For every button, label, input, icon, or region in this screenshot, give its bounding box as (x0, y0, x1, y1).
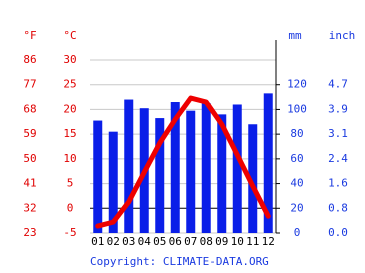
inch-unit-label: inch (329, 29, 356, 42)
x-tick-label: 09 (215, 235, 228, 248)
y-tick-label: 15 (63, 127, 76, 140)
y2-tick-label: 60 (290, 152, 303, 165)
y-tick-label-f: 68 (23, 102, 36, 115)
x-tick-label: 02 (107, 235, 120, 248)
y-tick-label: -5 (63, 226, 76, 239)
y2-tick-label-inch: 2.4 (328, 152, 348, 165)
y2-tick-label-inch: 3.9 (328, 102, 348, 115)
y2-tick-label-inch: 0.8 (328, 201, 348, 214)
x-tick-label: 06 (169, 235, 182, 248)
y-tick-label-f: 32 (23, 201, 36, 214)
mm-unit-label: mm (288, 29, 302, 42)
precipitation-bar (248, 124, 258, 233)
y2-tick-label-inch: 1.6 (328, 177, 348, 190)
y2-tick-label: 20 (290, 201, 303, 214)
y-tick-label-f: 77 (23, 78, 36, 91)
x-tick-label: 11 (246, 235, 259, 248)
precipitation-bar (170, 102, 180, 233)
y-tick-label: 10 (63, 152, 76, 165)
x-tick-label: 12 (262, 235, 275, 248)
f-unit-label: °F (23, 29, 36, 42)
x-tick-label: 10 (231, 235, 244, 248)
c-unit-label: °C (63, 29, 76, 42)
x-tick-label: 05 (153, 235, 166, 248)
y-tick-label: 30 (63, 53, 76, 66)
y-tick-label-f: 41 (23, 177, 36, 190)
precipitation-bar (217, 114, 227, 233)
y-tick-label: 20 (63, 102, 76, 115)
precipitation-bar (232, 104, 242, 233)
x-tick-label: 04 (138, 235, 152, 248)
y2-tick-label-inch: 3.1 (328, 127, 348, 140)
y-tick-label-f: 59 (23, 127, 36, 140)
y-tick-label: 5 (67, 177, 74, 190)
y-tick-label-f: 86 (23, 53, 36, 66)
y2-tick-label-inch: 4.7 (328, 78, 348, 91)
y-tick-label: 0 (67, 201, 74, 214)
y-tick-label: 25 (63, 78, 76, 91)
y2-tick-label: 80 (290, 127, 303, 140)
x-tick-label: 03 (122, 235, 135, 248)
y2-tick-label: 0 (294, 226, 301, 239)
precipitation-bar (124, 99, 134, 234)
precipitation-bar (155, 118, 165, 233)
x-tick-label: 08 (200, 235, 213, 248)
precipitation-bar (263, 93, 273, 233)
copyright: Copyright: CLIMATE-DATA.ORG (90, 255, 269, 268)
x-tick-label: 07 (184, 235, 197, 248)
y2-tick-label: 120 (287, 78, 307, 91)
temperature-line (95, 95, 271, 229)
y-tick-label-f: 50 (23, 152, 36, 165)
precipitation-bar (93, 120, 103, 233)
x-tick-label: 01 (91, 235, 104, 248)
precipitation-bar (201, 103, 211, 233)
y2-tick-label: 40 (290, 177, 303, 190)
precipitation-bar (186, 110, 196, 233)
y-tick-label-f: 23 (23, 226, 36, 239)
y2-tick-label-inch: 0.0 (328, 226, 348, 239)
y2-tick-label: 100 (287, 102, 307, 115)
precipitation-bar (108, 131, 118, 233)
